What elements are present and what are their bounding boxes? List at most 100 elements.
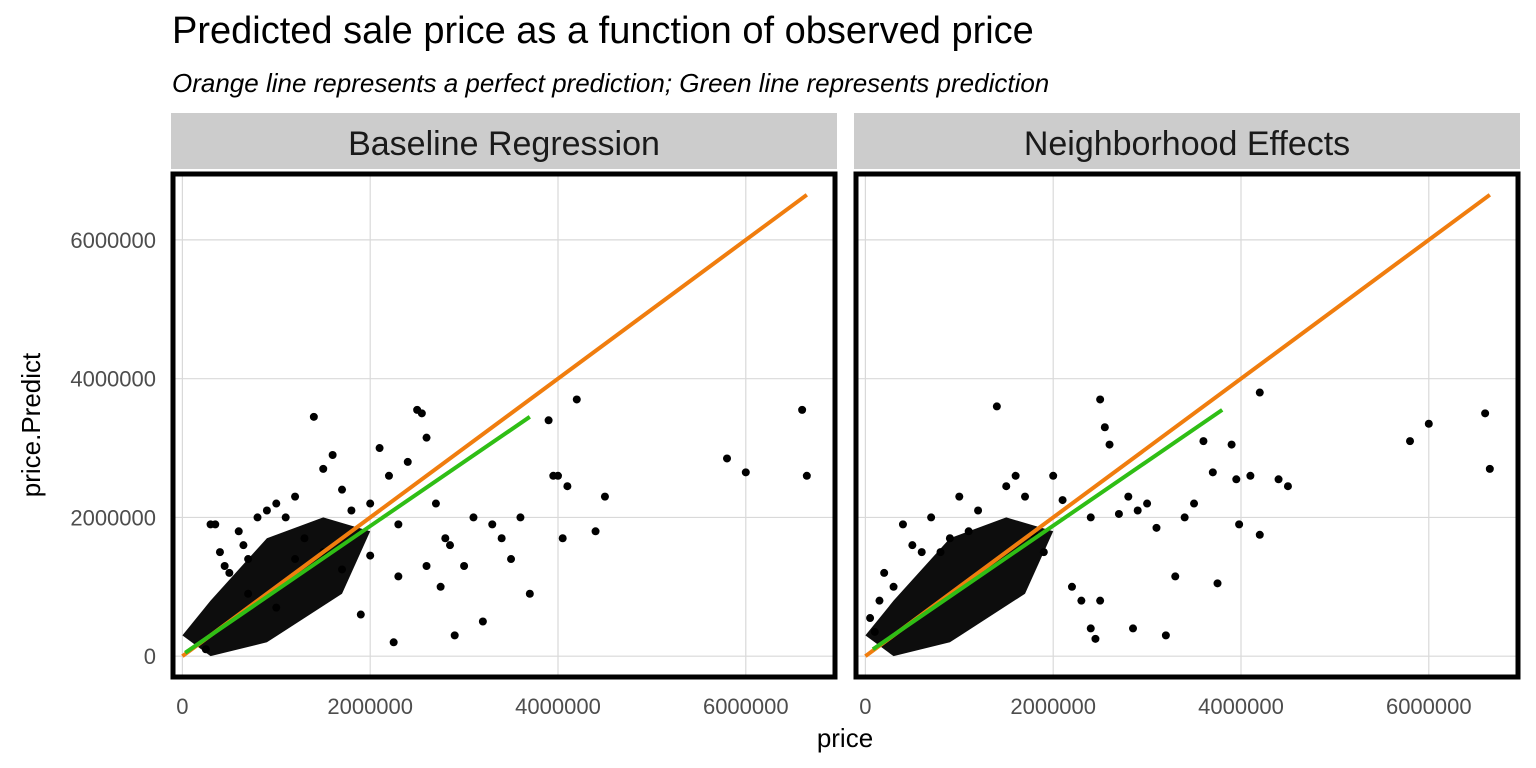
data-point [798, 405, 807, 414]
data-point [1213, 579, 1222, 588]
data-point [478, 617, 487, 626]
perfect-prediction-line [864, 193, 1492, 658]
data-point [1058, 496, 1067, 505]
data-point [366, 551, 375, 560]
data-point [389, 638, 398, 647]
data-point [328, 450, 337, 459]
data-point [450, 631, 459, 640]
data-point [319, 464, 328, 473]
data-point [591, 527, 600, 536]
data-point [446, 541, 455, 550]
x-tick-label: 2000000 [1010, 694, 1096, 719]
data-point [272, 499, 281, 508]
data-point [1246, 471, 1255, 480]
data-point [239, 541, 248, 550]
y-tick-label: 6000000 [70, 228, 156, 253]
data-point [394, 520, 403, 529]
x-tick-label: 6000000 [703, 694, 789, 719]
data-point [992, 402, 1001, 411]
perfect-prediction-line [181, 193, 809, 658]
data-point [1096, 596, 1105, 605]
data-point [927, 513, 936, 522]
data-point [262, 506, 271, 515]
data-point [488, 520, 497, 529]
data-point [1143, 499, 1152, 508]
data-point [1235, 520, 1244, 529]
y-tick-label: 0 [144, 644, 156, 669]
data-point [1049, 471, 1058, 480]
x-tick-label: 4000000 [515, 694, 601, 719]
data-point [347, 506, 356, 515]
y-tick-label: 4000000 [70, 367, 156, 392]
prediction-line [871, 408, 1224, 651]
data-point [375, 444, 384, 453]
data-point [1208, 468, 1217, 477]
data-point [1096, 395, 1105, 404]
data-point [1105, 440, 1114, 449]
data-point [1481, 409, 1490, 418]
panel-border [170, 171, 838, 680]
data-point [1152, 523, 1161, 532]
data-point [880, 568, 889, 577]
data-point [215, 548, 224, 557]
data-point [497, 534, 506, 543]
data-point [291, 492, 300, 501]
data-point [417, 409, 426, 418]
data-point [1171, 572, 1180, 581]
data-point [525, 589, 534, 598]
data-point [1485, 464, 1494, 473]
chart-title: Predicted sale price as a function of ob… [172, 10, 1034, 52]
data-point [431, 499, 440, 508]
panel-1: Neighborhood Effects 0 2000000 4000000 60000… [853, 113, 1521, 719]
data-point [516, 513, 525, 522]
data-point [384, 471, 393, 480]
y-axis-label: price.Predict [16, 352, 46, 497]
data-point [1199, 437, 1208, 446]
data-point [281, 513, 290, 522]
data-point [309, 412, 318, 421]
data-point [802, 471, 811, 480]
x-axis-label: price [817, 723, 873, 753]
data-point [553, 471, 562, 480]
data-point [422, 561, 431, 570]
y-tick-label: 2000000 [70, 505, 156, 530]
data-point [1424, 419, 1433, 428]
data-point [600, 492, 609, 501]
prediction-line [184, 415, 531, 655]
data-point [1255, 388, 1264, 397]
data-point [220, 561, 229, 570]
data-point [234, 527, 243, 536]
data-point [225, 568, 234, 577]
data-point [1227, 440, 1236, 449]
data-point [875, 596, 884, 605]
data-point [469, 513, 478, 522]
facet-strip [854, 113, 1520, 169]
data-point [1086, 624, 1095, 633]
data-point [460, 561, 469, 570]
data-point [338, 485, 347, 494]
data-point [1133, 506, 1142, 515]
data-point [436, 582, 445, 591]
data-point [955, 492, 964, 501]
data-point [441, 534, 450, 543]
data-point [1274, 475, 1283, 484]
data-point [211, 520, 220, 529]
data-point [1180, 513, 1189, 522]
data-point [917, 548, 926, 557]
x-tick-label: 0 [859, 694, 871, 719]
panel-border [853, 171, 1521, 680]
data-point [1091, 634, 1100, 643]
facet-label: Neighborhood Effects [1024, 125, 1350, 163]
data-point [558, 534, 567, 543]
data-point [974, 506, 983, 515]
data-point [253, 513, 262, 522]
data-point [366, 499, 375, 508]
facet-label: Baseline Regression [348, 125, 660, 163]
data-point [1100, 423, 1109, 432]
data-point [1129, 624, 1138, 633]
data-point [1283, 482, 1292, 491]
data-point [572, 395, 581, 404]
x-tick-label: 0 [176, 694, 188, 719]
data-point [889, 582, 898, 591]
data-point [1002, 482, 1011, 491]
